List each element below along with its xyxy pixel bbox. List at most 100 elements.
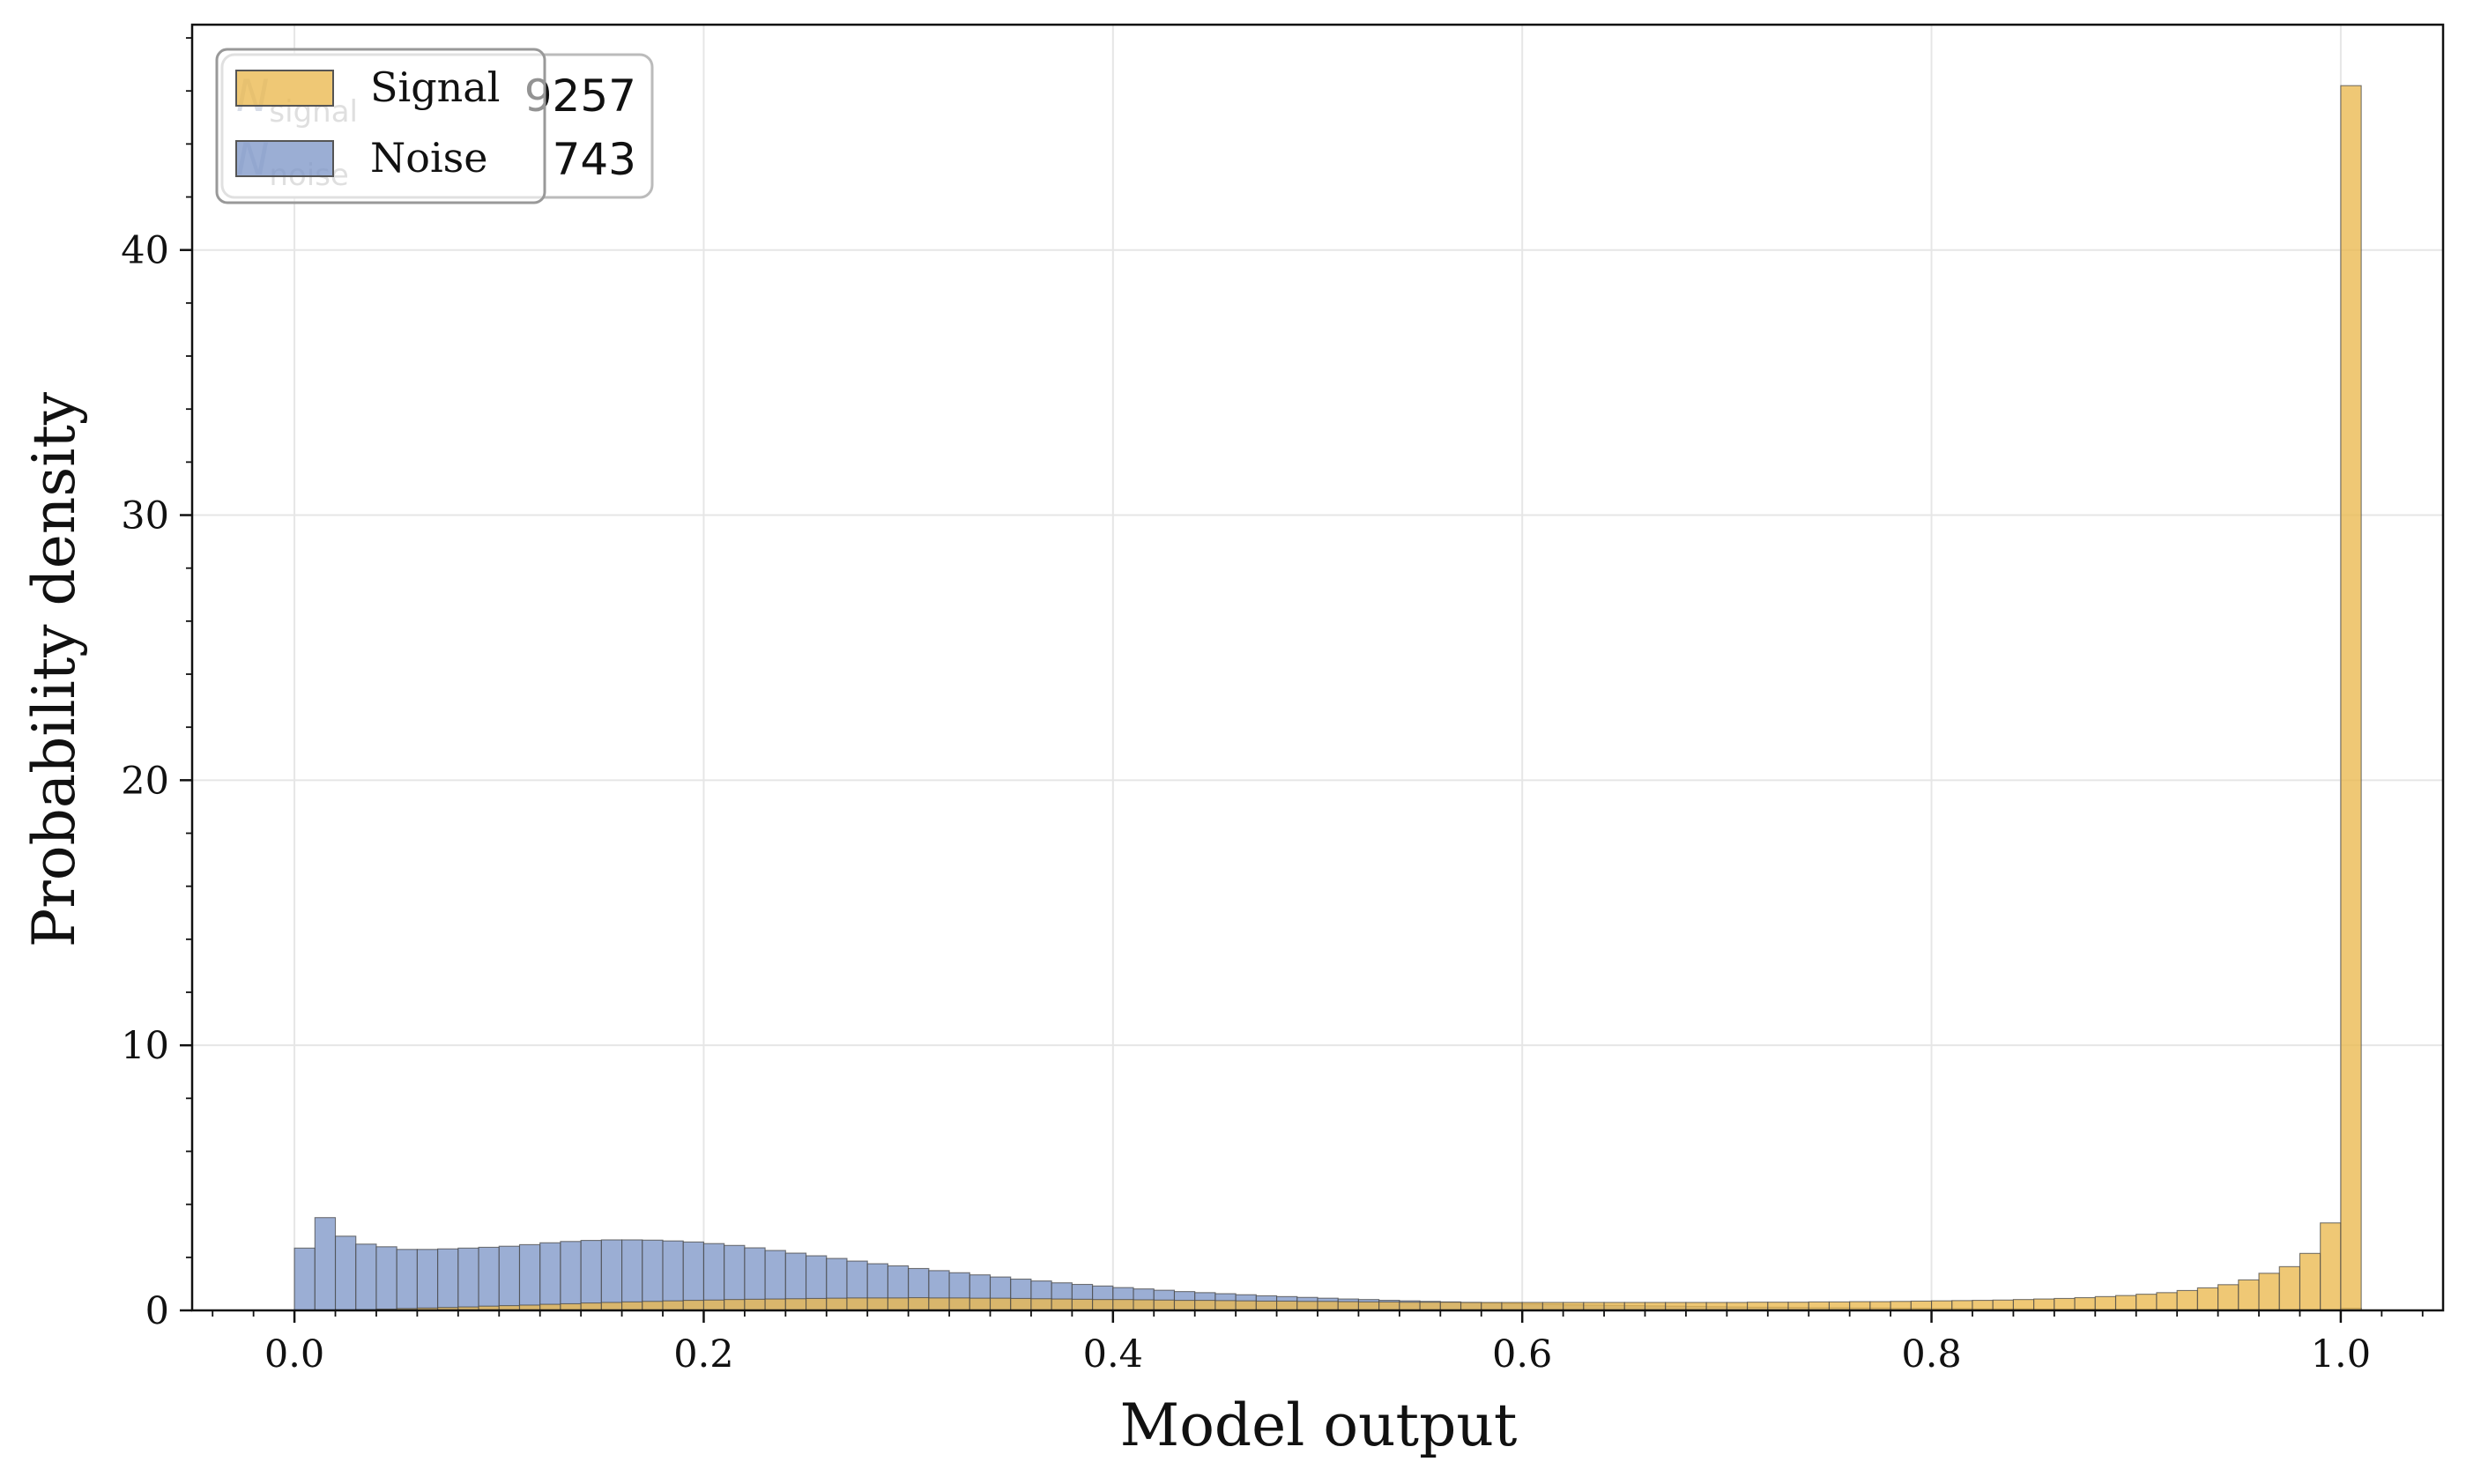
bar-signal-79 [1910,1300,1933,1311]
bar-signal-90 [2135,1294,2158,1311]
bar-signal-33 [969,1297,992,1311]
bar-signal-23 [764,1298,786,1311]
bar-signal-27 [846,1297,868,1311]
bar-noise-4 [375,1246,397,1311]
bar-signal-20 [702,1299,725,1311]
bar-signal-17 [642,1301,664,1311]
bar-signal-37 [1051,1298,1073,1311]
x-axis-label: Model output [1120,1391,1518,1459]
bar-signal-15 [600,1302,623,1311]
x-tick-label-0: 0.0 [264,1332,324,1376]
bar-noise-6 [416,1249,439,1311]
bar-signal-50 [1317,1301,1339,1311]
bar-signal-76 [1849,1301,1871,1311]
bar-signal-48 [1276,1300,1298,1311]
bar-signal-26 [826,1297,848,1311]
bar-signal-83 [1992,1299,2014,1311]
y-axis-label: Probability density [20,391,88,947]
bar-signal-65 [1623,1302,1646,1311]
bar-signal-91 [2156,1292,2178,1311]
bar-signal-67 [1665,1302,1687,1311]
bar-signal-43 [1173,1300,1196,1311]
bar-signal-51 [1337,1301,1359,1311]
bar-signal-63 [1583,1302,1605,1311]
bar-signal-32 [948,1297,970,1311]
bar-noise-10 [498,1245,521,1311]
bar-signal-86 [2054,1297,2076,1311]
y-tick-label-3: 30 [121,494,169,538]
bar-signal-19 [682,1300,705,1311]
bar-signal-47 [1255,1300,1278,1311]
bar-noise-18 [662,1240,684,1311]
bar-signal-34 [989,1297,1012,1311]
bar-signal-88 [2094,1295,2117,1311]
x-tick-label-5: 1.0 [2311,1332,2371,1376]
y-tick-label-1: 10 [121,1024,169,1068]
bar-signal-46 [1235,1300,1257,1311]
legend: Signal Noise [215,48,546,204]
bar-signal-54 [1399,1302,1421,1311]
bar-signal-77 [1869,1301,1891,1311]
bar-signal-35 [1010,1297,1032,1311]
bar-signal-59 [1501,1302,1523,1311]
bar-signal-80 [1930,1300,1953,1311]
bar-signal-99 [2320,1222,2342,1311]
bar-signal-98 [2299,1252,2321,1311]
bar-signal-53 [1378,1301,1400,1311]
bar-signal-85 [2033,1298,2055,1311]
bar-noise-9 [478,1246,500,1311]
bar-signal-61 [1541,1302,1564,1311]
bar-signal-28 [866,1297,888,1311]
bar-signal-14 [580,1302,602,1311]
bar-signal-60 [1521,1302,1543,1311]
bar-signal-84 [2012,1299,2035,1311]
histogram-bars [293,85,2362,1311]
x-tick-label-2: 0.4 [1083,1332,1143,1376]
bar-noise-2 [334,1235,357,1311]
bar-signal-97 [2278,1265,2301,1311]
bar-signal-92 [2176,1289,2198,1311]
bar-signal-58 [1481,1302,1503,1311]
bar-signal-96 [2258,1273,2280,1311]
bar-signal-25 [805,1297,828,1311]
legend-label-noise: Noise [370,134,488,182]
bar-signal-24 [784,1298,807,1311]
bar-noise-3 [355,1243,377,1311]
bar-signal-75 [1828,1301,1851,1311]
bar-signal-71 [1747,1302,1769,1311]
bar-noise-12 [539,1242,561,1311]
bar-signal-36 [1030,1298,1052,1311]
bar-signal-69 [1705,1302,1727,1311]
bar-signal-44 [1194,1300,1216,1311]
bar-signal-29 [887,1297,910,1311]
bar-signal-73 [1787,1302,1809,1311]
bar-noise-8 [457,1247,479,1311]
bar-signal-100 [2340,85,2362,1311]
bar-signal-81 [1951,1300,1973,1311]
bar-signal-72 [1767,1302,1789,1311]
bar-signal-18 [662,1300,684,1311]
bar-signal-57 [1460,1302,1482,1311]
y-tick-label-2: 20 [121,759,169,803]
bar-noise-11 [518,1243,541,1311]
bar-signal-70 [1726,1302,1749,1311]
x-tick-label-3: 0.6 [1492,1332,1552,1376]
bar-signal-42 [1153,1299,1176,1311]
bar-signal-39 [1092,1299,1114,1311]
bar-signal-16 [621,1301,643,1311]
bar-noise-16 [621,1239,643,1311]
x-tick-label-1: 0.2 [673,1332,733,1376]
bar-signal-68 [1685,1302,1707,1311]
bar-signal-31 [928,1297,950,1311]
y-tick-label-0: 0 [145,1289,169,1333]
bar-signal-78 [1890,1301,1912,1311]
bar-noise-15 [600,1239,623,1311]
bar-noise-5 [396,1249,418,1311]
bar-signal-82 [1972,1300,1994,1311]
axes: 0.0 0.2 0.4 0.6 0.8 1.0 0 10 20 30 40 [121,23,2445,1376]
bar-signal-94 [2217,1284,2239,1311]
bar-signal-52 [1357,1301,1380,1311]
bar-signal-21 [724,1299,746,1311]
legend-swatch-signal [235,70,334,107]
